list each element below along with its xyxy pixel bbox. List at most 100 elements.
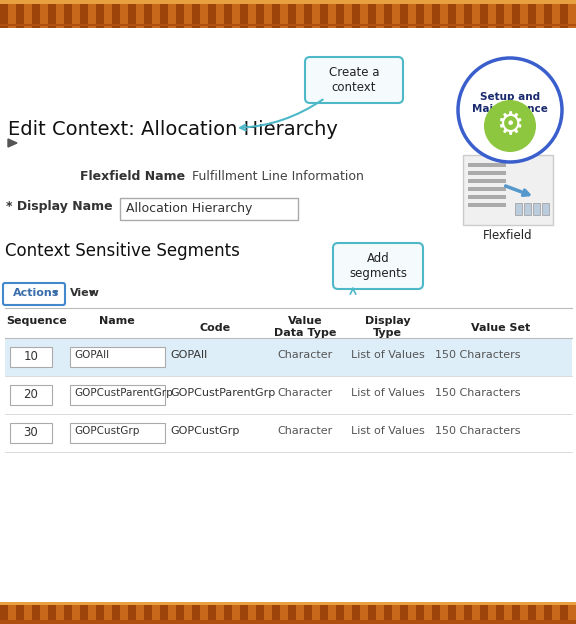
Text: Code: Code (199, 323, 230, 333)
Bar (560, 0, 568, 28)
Polygon shape (8, 139, 17, 147)
Bar (160, 0, 168, 28)
Bar (512, 0, 520, 28)
Text: GOPCustParentGrp: GOPCustParentGrp (170, 388, 275, 398)
Bar (0, 602, 576, 605)
Text: Name: Name (98, 316, 134, 326)
Bar (352, 602, 360, 624)
Bar (468, 171, 506, 175)
Text: List of Values: List of Values (351, 388, 425, 398)
Bar (256, 0, 264, 28)
Bar (416, 602, 424, 624)
Bar (96, 602, 104, 624)
Text: 20: 20 (24, 388, 39, 401)
Text: Fulfillment Line Information: Fulfillment Line Information (192, 170, 364, 183)
Bar (352, 0, 360, 28)
Bar (80, 602, 88, 624)
Bar (304, 0, 312, 28)
Text: ▼: ▼ (53, 290, 58, 296)
Bar (480, 0, 488, 28)
Bar (64, 0, 72, 28)
Text: 10: 10 (24, 350, 39, 363)
Text: Actions: Actions (13, 288, 59, 298)
Bar (10, 423, 52, 443)
Bar (468, 163, 506, 167)
Bar (368, 0, 376, 28)
Bar (96, 0, 104, 28)
Bar (272, 0, 280, 28)
FancyBboxPatch shape (305, 57, 403, 103)
Bar (432, 602, 440, 624)
Bar (5, 414, 572, 452)
Text: 150 Characters: 150 Characters (435, 426, 521, 436)
Text: * Display Name: * Display Name (6, 200, 113, 213)
Bar (240, 602, 248, 624)
Text: 150 Characters: 150 Characters (435, 388, 521, 398)
Bar (464, 602, 472, 624)
Bar (112, 0, 120, 28)
Bar (463, 155, 553, 225)
Text: View: View (70, 288, 100, 298)
Bar (48, 0, 56, 28)
Bar (0, 24, 576, 26)
Bar (208, 602, 216, 624)
Bar (304, 602, 312, 624)
Bar (416, 0, 424, 28)
Text: Flexfield Name: Flexfield Name (80, 170, 185, 183)
Bar (320, 602, 328, 624)
Text: Context Sensitive Segments: Context Sensitive Segments (5, 242, 240, 260)
Bar (0, 602, 576, 624)
Bar (10, 385, 52, 405)
Bar (70, 347, 165, 367)
Bar (560, 602, 568, 624)
Bar (0, 620, 576, 624)
Bar (542, 203, 549, 215)
Bar (0, 602, 8, 624)
Bar (240, 0, 248, 28)
Bar (5, 376, 572, 414)
Bar (192, 602, 200, 624)
Bar (288, 0, 296, 28)
Bar (515, 203, 522, 215)
Bar (160, 602, 168, 624)
Text: Create a
context: Create a context (329, 66, 379, 94)
Text: List of Values: List of Values (351, 426, 425, 436)
Bar (320, 0, 328, 28)
Bar (468, 195, 506, 199)
Bar (10, 347, 52, 367)
Bar (5, 338, 572, 376)
Bar (112, 602, 120, 624)
FancyBboxPatch shape (333, 243, 423, 289)
Bar (208, 0, 216, 28)
Bar (496, 0, 504, 28)
Text: Add
segments: Add segments (349, 252, 407, 280)
Bar (64, 602, 72, 624)
Circle shape (458, 58, 562, 162)
Bar (16, 0, 24, 28)
Text: GOPCustParentGrp: GOPCustParentGrp (74, 388, 173, 398)
Bar (144, 0, 152, 28)
Bar (464, 0, 472, 28)
Bar (448, 602, 456, 624)
Bar (384, 602, 392, 624)
Bar (48, 602, 56, 624)
Bar (128, 0, 136, 28)
Text: ▼: ▼ (90, 290, 96, 296)
Text: Display
Type: Display Type (365, 316, 410, 338)
Text: 30: 30 (24, 426, 39, 439)
Bar (448, 0, 456, 28)
Bar (32, 0, 40, 28)
Bar (0, 0, 8, 28)
Bar (0, 0, 576, 4)
Bar (32, 602, 40, 624)
Bar (192, 0, 200, 28)
Bar (256, 602, 264, 624)
Bar (288, 602, 296, 624)
Bar (524, 203, 531, 215)
Bar (70, 423, 165, 443)
Bar (144, 602, 152, 624)
Bar (512, 602, 520, 624)
Text: GOPAll: GOPAll (170, 350, 207, 360)
Bar (384, 0, 392, 28)
Text: ⚙: ⚙ (497, 112, 524, 140)
